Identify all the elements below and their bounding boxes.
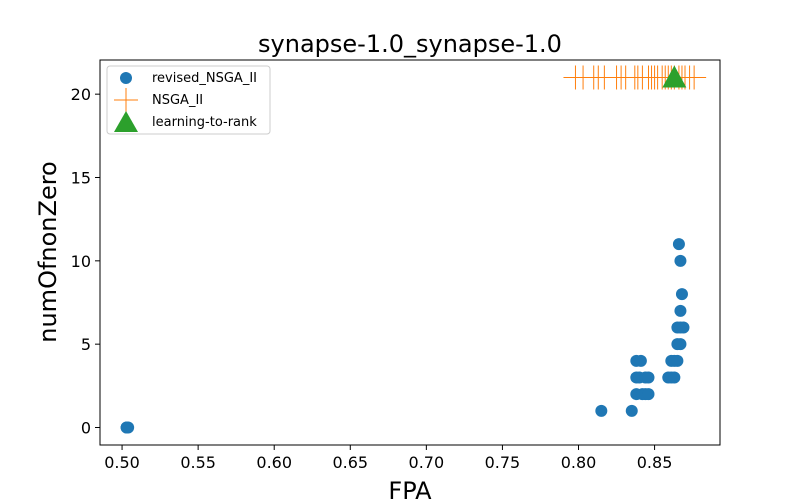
x-tick-label: 0.80 (561, 453, 597, 472)
point-revised-nsga-ii (642, 371, 655, 384)
point-revised-nsga-ii (625, 404, 638, 417)
legend-label-nsga-ii: NSGA_II (152, 93, 203, 108)
y-tick-label: 0 (81, 419, 91, 438)
y-tick-label: 15 (71, 169, 91, 188)
y-tick-label: 20 (71, 85, 91, 104)
legend-marker-revised-nsga-ii (120, 72, 132, 84)
legend-marker-nsga-ii (114, 88, 138, 112)
point-revised-nsga-ii (677, 321, 690, 334)
point-revised-nsga-ii (642, 388, 655, 401)
legend-label-revised-nsga-ii: revised_NSGA_II (152, 71, 257, 86)
x-tick-label: 0.70 (409, 453, 445, 472)
legend-label-learning-to-rank: learning-to-rank (152, 115, 257, 130)
point-learning-to-rank (662, 65, 687, 88)
y-axis-label: numOfnonZero (34, 161, 62, 342)
plot-frame (99, 59, 721, 446)
x-axis-label: FPA (388, 477, 432, 500)
point-revised-nsga-ii (674, 338, 687, 351)
point-nsga-ii (682, 65, 707, 90)
x-tick-label: 0.55 (180, 453, 216, 472)
point-revised-nsga-ii (595, 404, 608, 417)
x-tick-label: 0.60 (256, 453, 292, 472)
point-revised-nsga-ii (674, 304, 687, 317)
legend-box (106, 65, 271, 135)
x-tick-label: 0.65 (332, 453, 368, 472)
y-tick-label: 5 (81, 335, 91, 354)
x-tick-label: 0.50 (104, 453, 140, 472)
point-revised-nsga-ii (668, 371, 681, 384)
x-axis-ticks: 0.50 0.55 0.60 0.65 0.70 0.75 0.80 0.85 (104, 445, 672, 472)
legend: revised_NSGA_II NSGA_II learning-to-rank (106, 65, 271, 135)
y-tick-label: 10 (71, 252, 91, 271)
point-revised-nsga-ii (672, 238, 685, 251)
point-revised-nsga-ii (634, 354, 647, 367)
chart-title: synapse-1.0_synapse-1.0 (258, 30, 562, 58)
x-tick-label: 0.75 (485, 453, 521, 472)
point-revised-nsga-ii (120, 421, 133, 434)
point-revised-nsga-ii (675, 288, 688, 301)
data-markers (120, 65, 707, 434)
x-tick-label: 0.85 (637, 453, 673, 472)
point-revised-nsga-ii (674, 254, 687, 267)
legend-marker-learning-to-rank (114, 111, 138, 132)
point-revised-nsga-ii (671, 354, 684, 367)
y-axis-ticks: 0 5 10 15 20 (71, 85, 100, 438)
